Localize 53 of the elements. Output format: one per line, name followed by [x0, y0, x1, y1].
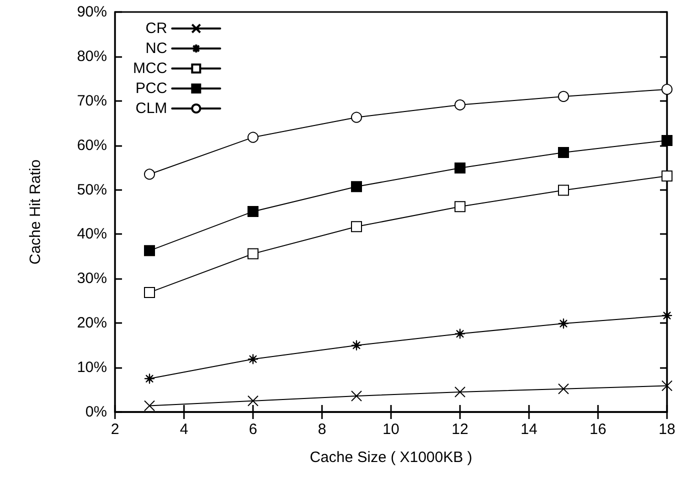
point — [144, 245, 155, 256]
y-tick-label: 20% — [76, 314, 107, 332]
point — [662, 380, 672, 392]
point — [351, 181, 362, 192]
point — [662, 170, 672, 182]
point — [144, 400, 155, 412]
point — [454, 99, 466, 110]
point — [248, 206, 258, 218]
legend-label: CR — [145, 20, 168, 37]
point — [454, 328, 466, 340]
y-tick-label: 40% — [76, 226, 107, 243]
point — [558, 90, 569, 102]
point — [662, 134, 672, 146]
legend-label: CLM — [135, 100, 168, 117]
legend-label: PCC — [135, 80, 168, 97]
y-tick-label: 80% — [76, 48, 107, 65]
point — [248, 248, 258, 260]
y-tick-label: 10% — [76, 359, 107, 376]
point — [248, 132, 258, 143]
point — [558, 383, 569, 394]
x-tick-label: 18 — [658, 421, 676, 438]
point — [144, 286, 155, 298]
x-tick-label: 6 — [248, 421, 258, 438]
x-tick-label: 4 — [180, 421, 188, 438]
legend-label: MCC — [132, 60, 168, 77]
point — [454, 386, 466, 398]
y-tick-label: 70% — [76, 92, 107, 110]
y-tick-label: 30% — [76, 270, 107, 288]
x-tick-label: 10 — [382, 421, 400, 438]
point — [144, 168, 155, 180]
x-tick-label: 12 — [452, 421, 468, 438]
point — [248, 395, 258, 406]
point — [351, 390, 362, 402]
x-tick-label: 16 — [590, 421, 606, 438]
x-tick-label: 8 — [318, 421, 326, 438]
x-tick-label: 2 — [110, 421, 120, 438]
y-tick-label: 60% — [76, 136, 107, 154]
y-tick-label: 0% — [85, 404, 107, 420]
point — [558, 184, 569, 196]
y-axis-title: Cache Hit Ratio — [27, 159, 44, 265]
y-tick-label: 50% — [76, 181, 107, 198]
y-tick-label: 90% — [76, 4, 107, 20]
x-axis-title: Cache Size ( X1000KB ) — [310, 449, 472, 466]
point — [454, 162, 466, 174]
point — [662, 84, 672, 95]
point — [351, 340, 362, 351]
point — [351, 112, 362, 123]
x-tick-label: 14 — [520, 421, 538, 438]
point — [351, 221, 362, 232]
point — [454, 201, 466, 212]
point — [144, 373, 155, 384]
legend-label: NC — [145, 40, 168, 57]
point — [558, 146, 569, 158]
